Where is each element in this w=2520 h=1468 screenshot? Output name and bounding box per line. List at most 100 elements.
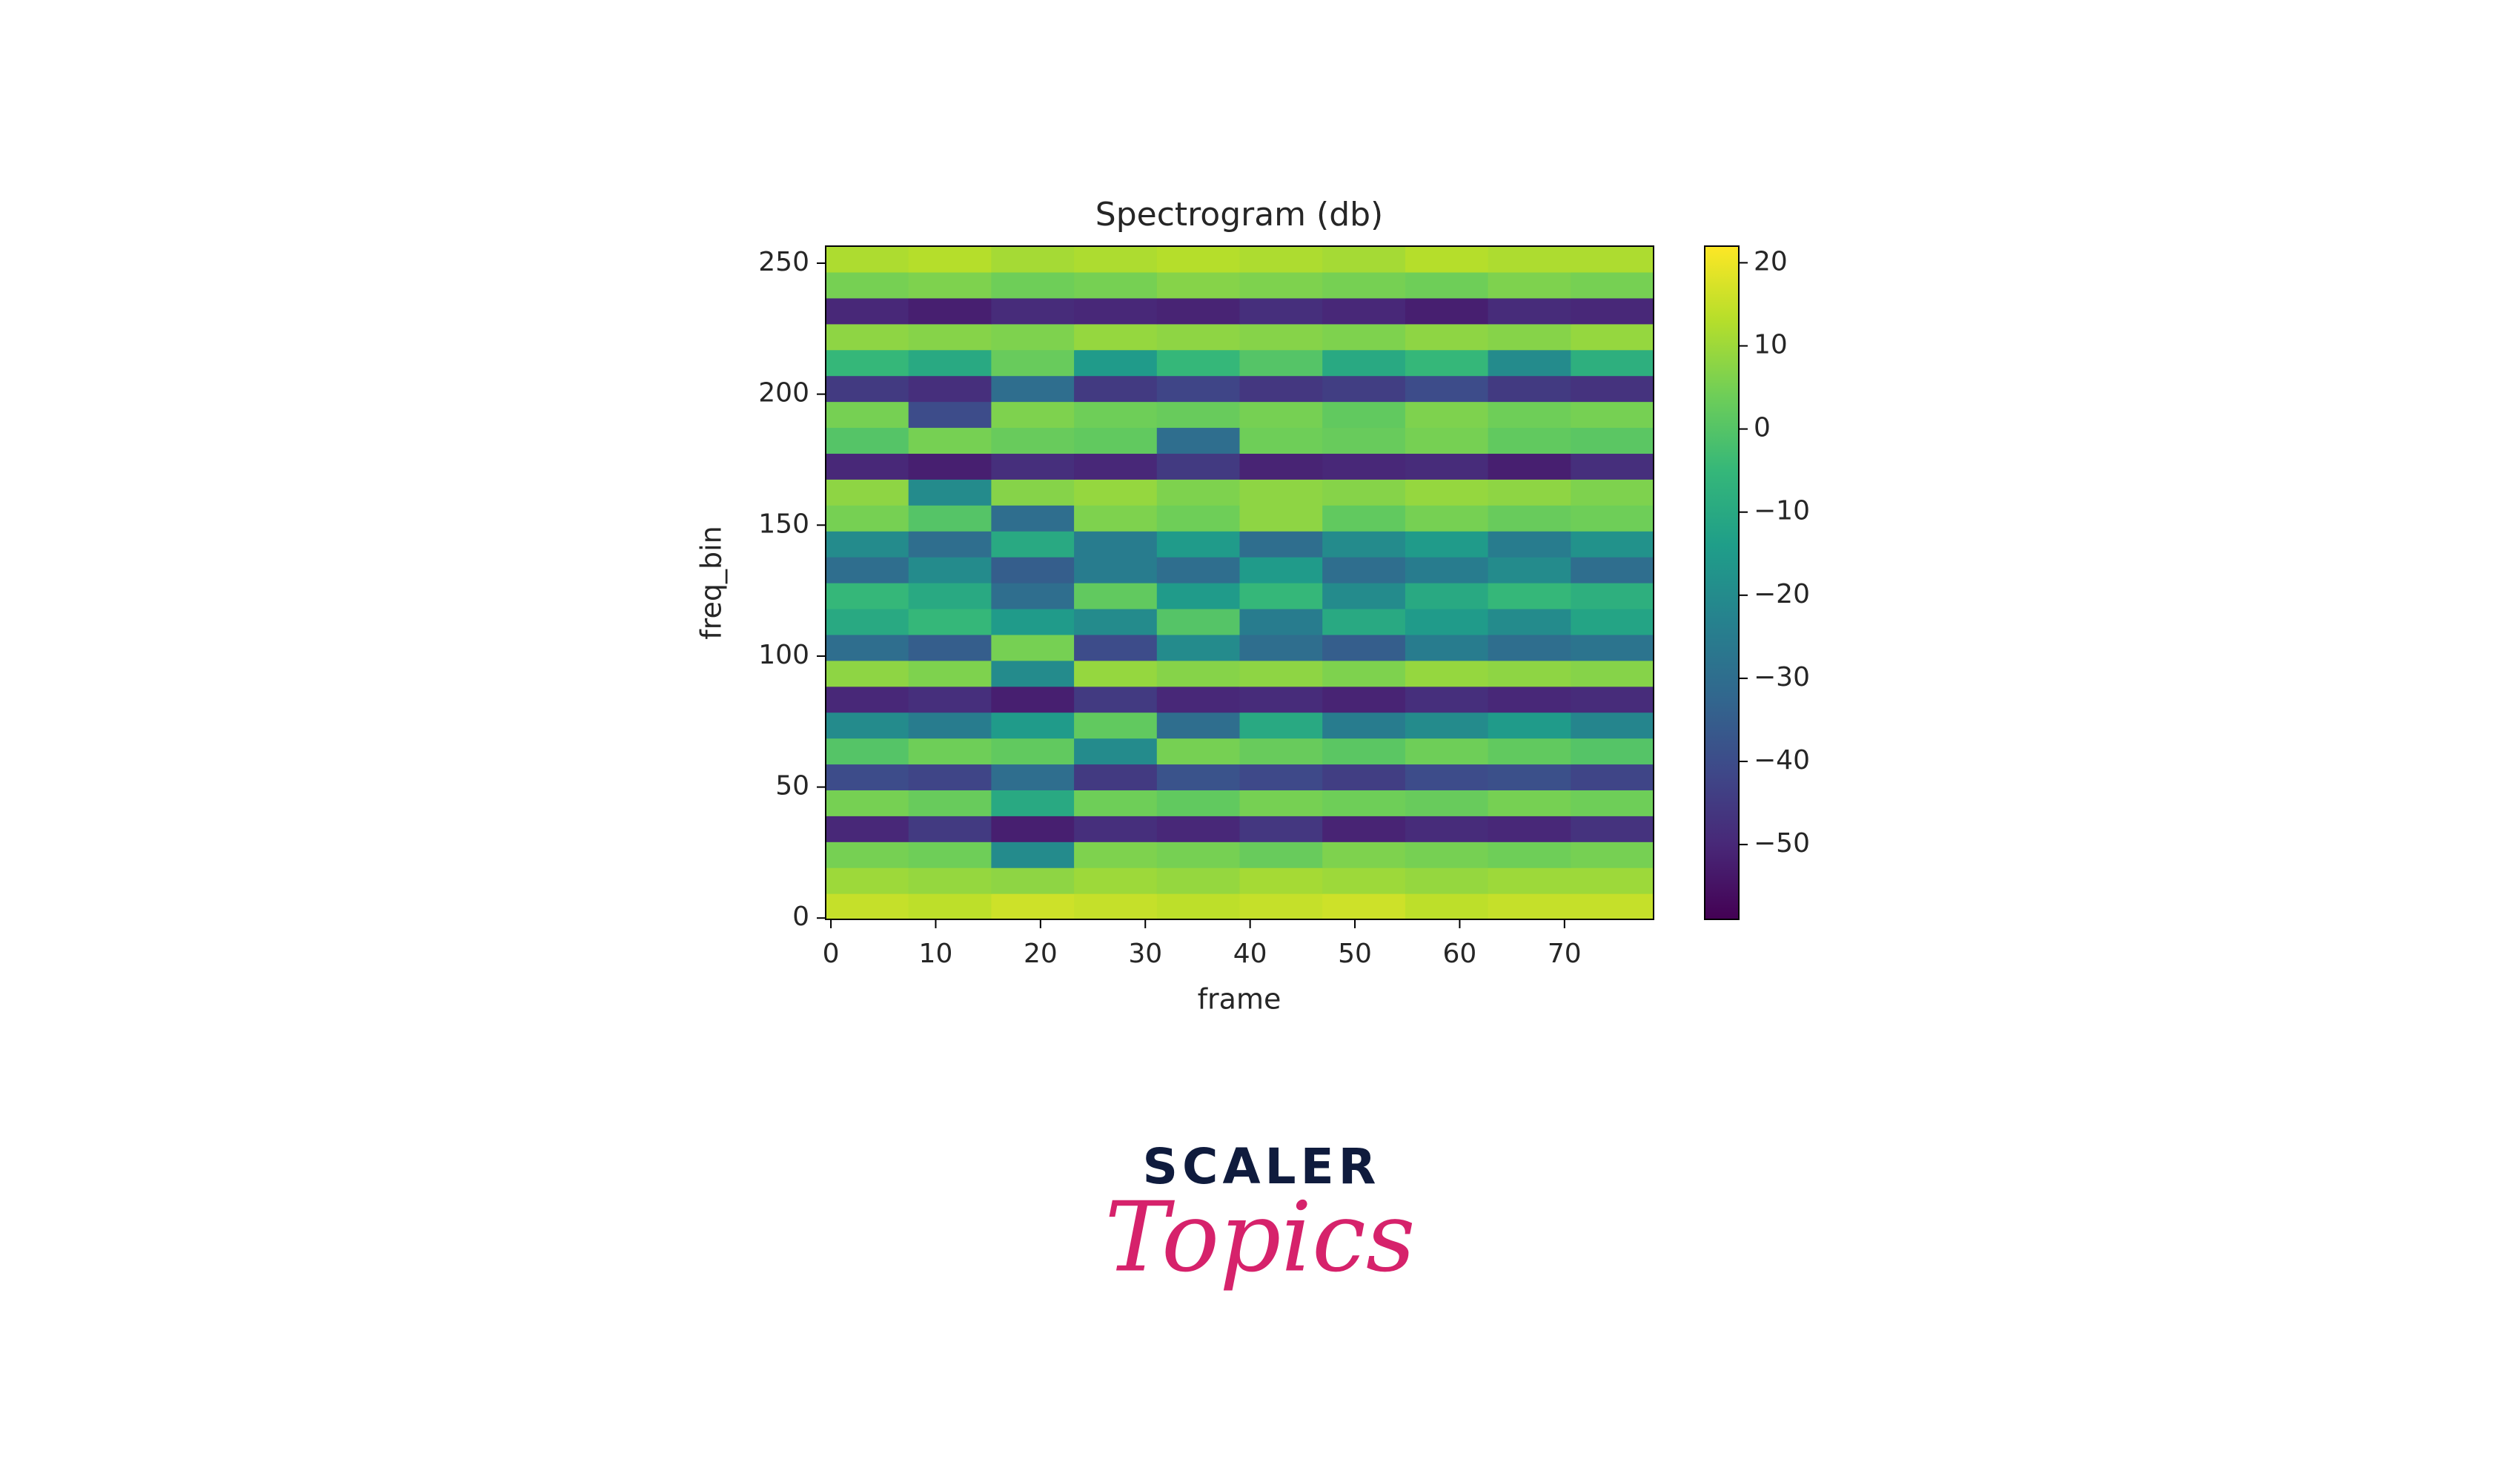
heatmap-cell xyxy=(1488,790,1571,816)
heatmap-cell xyxy=(1322,893,1406,920)
heatmap-cell xyxy=(1571,505,1654,532)
heatmap-cell xyxy=(1322,738,1406,765)
heatmap-cell xyxy=(1074,297,1158,325)
heatmap-cell xyxy=(1488,738,1571,765)
colorbar-tick-label: 20 xyxy=(1754,246,1788,277)
heatmap-cell xyxy=(1571,842,1654,868)
heatmap-cell xyxy=(1156,764,1241,790)
x-tick-label: 50 xyxy=(1338,939,1372,969)
heatmap-cell xyxy=(1239,738,1323,765)
heatmap-cell xyxy=(1322,505,1406,532)
heatmap-cell xyxy=(1074,660,1158,687)
heatmap-cell xyxy=(908,401,992,429)
heatmap-cell xyxy=(1156,867,1241,894)
heatmap-cell xyxy=(908,297,992,325)
heatmap-cell xyxy=(1322,271,1406,299)
heatmap-cell xyxy=(1156,816,1241,842)
heatmap-cell xyxy=(1074,738,1158,765)
heatmap-cell xyxy=(1074,375,1158,403)
heatmap-cell xyxy=(1405,323,1489,351)
heatmap-cell xyxy=(826,608,909,635)
colorbar-tick-label: 0 xyxy=(1754,413,1771,443)
y-tick-label: 150 xyxy=(758,509,809,539)
heatmap-cell xyxy=(1571,323,1654,351)
heatmap-cell xyxy=(1322,427,1406,454)
heatmap-cell xyxy=(1156,738,1241,765)
heatmap-cell xyxy=(908,246,992,273)
y-tick-label: 200 xyxy=(758,378,809,409)
heatmap-cell xyxy=(1405,271,1489,299)
heatmap-cell xyxy=(991,608,1075,635)
heatmap-cell xyxy=(1322,557,1406,583)
heatmap-cell xyxy=(1571,531,1654,558)
y-axis-label: freq_bin xyxy=(695,526,728,639)
heatmap-cell xyxy=(1405,375,1489,403)
heatmap-cell xyxy=(1239,349,1323,377)
heatmap-cell xyxy=(1405,712,1489,739)
heatmap-cell xyxy=(991,323,1075,351)
heatmap-cell xyxy=(1405,479,1489,506)
heatmap-cell xyxy=(1156,608,1241,635)
heatmap-cell xyxy=(826,790,909,816)
heatmap-cell xyxy=(1074,608,1158,635)
heatmap-cell xyxy=(1322,401,1406,429)
heatmap-cell xyxy=(908,557,992,583)
heatmap-cell xyxy=(1405,557,1489,583)
heatmap-cell xyxy=(1571,608,1654,635)
heatmap-cell xyxy=(1239,764,1323,790)
heatmap-cell xyxy=(1405,790,1489,816)
heatmap-cell xyxy=(1488,634,1571,661)
heatmap-cell xyxy=(1156,531,1241,558)
logo-bottom: Topics xyxy=(1104,1181,1415,1294)
heatmap-cell xyxy=(1405,401,1489,429)
x-tick-label: 10 xyxy=(919,939,953,969)
heatmap-cell xyxy=(1488,583,1571,609)
heatmap-cell xyxy=(1322,453,1406,480)
heatmap-cell xyxy=(1488,271,1571,299)
heatmap-cell xyxy=(908,505,992,532)
heatmap-cell xyxy=(1156,427,1241,454)
heatmap-cell xyxy=(1405,427,1489,454)
heatmap-cell xyxy=(1156,505,1241,532)
heatmap-cell xyxy=(826,634,909,661)
heatmap-cell xyxy=(1488,323,1571,351)
heatmap-cell xyxy=(908,349,992,377)
heatmap-cell xyxy=(1156,479,1241,506)
colorbar-tick-label: 10 xyxy=(1754,330,1788,360)
heatmap-cell xyxy=(1156,453,1241,480)
heatmap-cell xyxy=(1074,790,1158,816)
heatmap-cell xyxy=(908,375,992,403)
heatmap-cell xyxy=(1571,271,1654,299)
heatmap-cell xyxy=(826,323,909,351)
heatmap-cell xyxy=(1156,297,1241,325)
heatmap-cell xyxy=(1239,297,1323,325)
heatmap-cell xyxy=(1239,375,1323,403)
heatmap-cell xyxy=(1488,557,1571,583)
heatmap-cell xyxy=(1488,816,1571,842)
heatmap-cell xyxy=(1156,686,1241,713)
heatmap-cell xyxy=(1322,712,1406,739)
colorbar-tick-label: −50 xyxy=(1754,828,1810,859)
heatmap-cell xyxy=(1571,297,1654,325)
heatmap-cell xyxy=(1405,297,1489,325)
heatmap-cell xyxy=(908,608,992,635)
heatmap-cell xyxy=(908,453,992,480)
heatmap-cell xyxy=(826,349,909,377)
heatmap-cell xyxy=(908,893,992,920)
heatmap-cell xyxy=(1074,557,1158,583)
heatmap-cell xyxy=(1074,531,1158,558)
colorbar xyxy=(1704,245,1740,920)
heatmap-cell xyxy=(826,427,909,454)
heatmap-cell xyxy=(1405,453,1489,480)
heatmap-cell xyxy=(1405,738,1489,765)
heatmap-cell xyxy=(1571,453,1654,480)
heatmap-cell xyxy=(1239,479,1323,506)
heatmap-cell xyxy=(1239,401,1323,429)
heatmap-cell xyxy=(826,583,909,609)
heatmap-cell xyxy=(1322,686,1406,713)
heatmap-cell xyxy=(1074,686,1158,713)
heatmap-cell xyxy=(1156,323,1241,351)
heatmap-cell xyxy=(826,375,909,403)
y-tick-label: 50 xyxy=(775,771,809,801)
